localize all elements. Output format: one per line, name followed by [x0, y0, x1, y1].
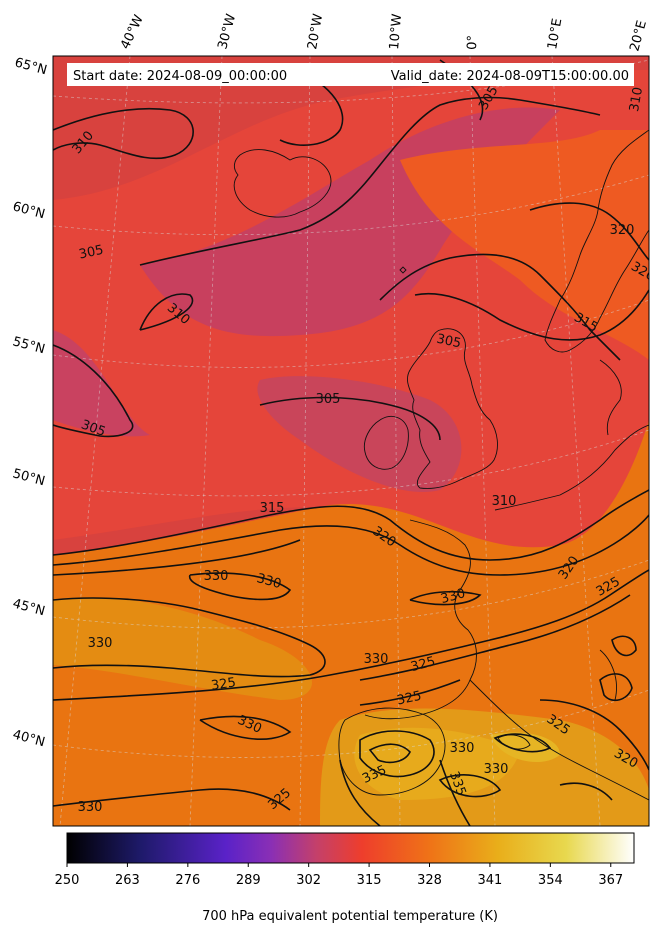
colorbar-tick-label: 315 [357, 873, 382, 888]
colorbar-tick-label: 328 [417, 873, 442, 888]
contour-lines [53, 59, 649, 826]
lat-label: 50°N [11, 466, 47, 489]
contour-label: 330 [439, 586, 467, 607]
colorbar-ticks: 250 263 276 289 302 315 328 341 354 367 [55, 863, 623, 888]
colorbar-tick-label: 263 [115, 873, 140, 888]
lon-label: 20°E [627, 19, 650, 53]
contour-label: 305 [316, 392, 341, 407]
colorbar-tick-label: 250 [55, 873, 80, 888]
contour-label: 330 [364, 652, 389, 667]
lat-label: 40°N [11, 727, 47, 750]
valid-date-text: Valid_date: 2024-08-09T15:00:00.00 [391, 69, 629, 84]
contour-label: 310 [492, 494, 517, 509]
lat-label: 55°N [11, 334, 47, 357]
contour-label: 325 [409, 654, 437, 675]
contour-label: 325 [210, 675, 237, 693]
colorbar-tick-label: 302 [296, 873, 321, 888]
lat-label: 65°N [13, 55, 49, 78]
map-frame [52, 55, 650, 827]
colorbar-gradient [66, 832, 635, 864]
date-header: Start date: 2024-08-09_00:00:00 Valid_da… [67, 63, 634, 86]
lon-label: 30°W [215, 12, 239, 51]
lon-label: 0° [465, 35, 481, 50]
colorbar-tick-label: 367 [598, 873, 623, 888]
longitude-labels: 40°W 30°W 20°W 10°W 0° 10°E 20°E [118, 12, 650, 53]
contour-label: 330 [204, 569, 229, 584]
lon-label: 10°E [545, 17, 565, 50]
lon-label: 40°W [118, 13, 147, 52]
colorbar-tick-label: 276 [175, 873, 200, 888]
contour-label: 330 [88, 636, 113, 651]
colorbar-tick-label: 341 [478, 873, 503, 888]
lon-label: 10°W [387, 13, 405, 50]
contour-label: 330 [450, 741, 475, 756]
contour-label: 330 [255, 571, 283, 592]
lon-label: 20°W [305, 13, 326, 51]
contour-label: 310 [627, 86, 646, 113]
lat-label: 45°N [11, 596, 47, 619]
colorbar-tick-label: 289 [236, 873, 261, 888]
latitude-labels: 65°N 60°N 55°N 50°N 45°N 40°N [11, 55, 49, 750]
contour-label: 315 [260, 501, 285, 516]
lat-label: 60°N [11, 199, 47, 222]
colorbar-title: 700 hPa equivalent potential temperature… [202, 909, 498, 924]
contour-label: 320 [610, 223, 635, 238]
contour-label: 325 [396, 689, 423, 709]
start-date-text: Start date: 2024-08-09_00:00:00 [73, 69, 287, 84]
graticule [53, 56, 649, 826]
colorbar: 250 263 276 289 302 315 328 341 354 367 700 hPa e… [55, 832, 635, 924]
contour-label: 330 [78, 800, 103, 815]
theta-e-field: 305 305 305 305 305 310 310 310 310 315 … [53, 56, 649, 826]
contour-label: 305 [435, 332, 462, 352]
colorbar-tick-label: 354 [538, 873, 563, 888]
contour-label: 305 [78, 243, 105, 263]
contour-label: 330 [484, 762, 509, 777]
